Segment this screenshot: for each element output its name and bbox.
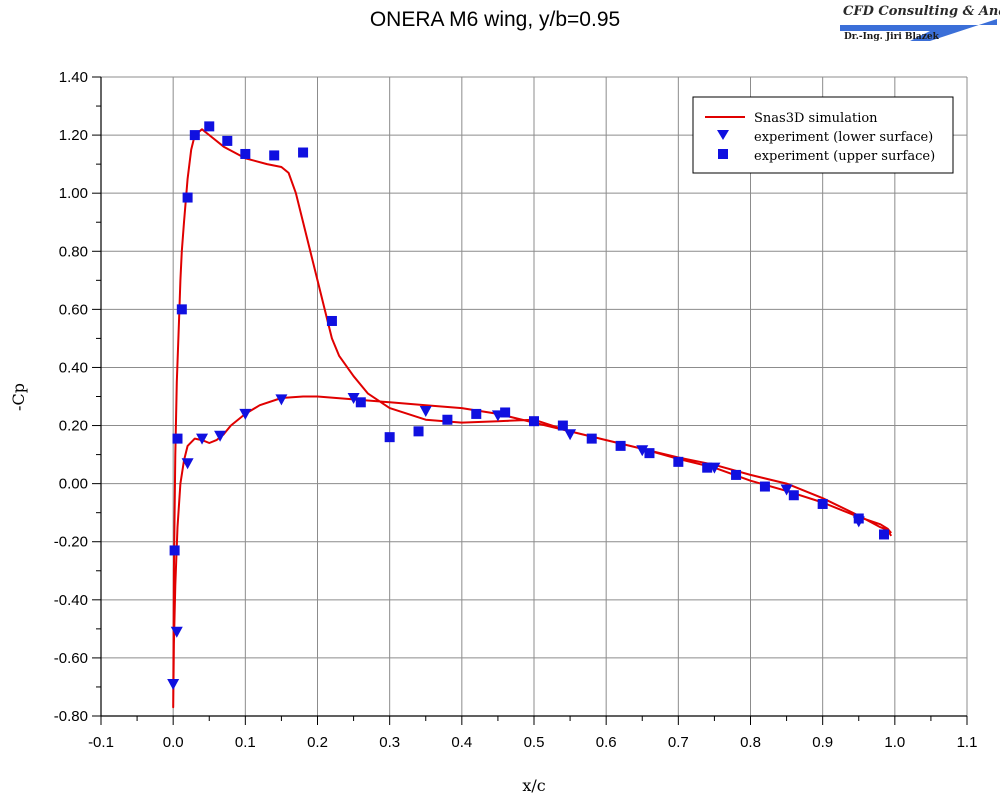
upper-surface-point bbox=[240, 148, 251, 159]
upper-surface-point bbox=[471, 408, 482, 419]
legend-marker-lower bbox=[717, 130, 729, 140]
upper-surface-point bbox=[788, 490, 799, 501]
upper-surface-point bbox=[817, 498, 828, 509]
upper-surface-point bbox=[529, 416, 539, 427]
upper-surface-point bbox=[298, 147, 309, 158]
lower-surface-point bbox=[181, 458, 194, 470]
x-tick-label: 0.4 bbox=[451, 734, 472, 751]
legend-box bbox=[692, 96, 954, 174]
x-axis-label: x/c bbox=[522, 776, 545, 795]
x-tick-label: -0.1 bbox=[88, 734, 114, 751]
upper-surface-point bbox=[615, 440, 626, 451]
upper-surface-point bbox=[442, 414, 453, 425]
y-tick-labels: 1.40 1.20 1.00 0.80 0.60 0.40 0.20 0.00 -0.20 -0.… bbox=[54, 69, 88, 725]
logo-title: CFD Consulting & Analysis bbox=[843, 4, 1000, 19]
lower-surface-point bbox=[239, 408, 252, 420]
upper-surface-point bbox=[169, 545, 180, 556]
upper-surface-point bbox=[731, 469, 742, 480]
lower-surface-point bbox=[170, 626, 183, 638]
logo-subtitle: Dr.-Ing. Jiri Blazek bbox=[844, 32, 940, 42]
x-tick-label: 0.2 bbox=[307, 734, 328, 751]
legend: Snas3D simulation experiment (lower surf… bbox=[692, 96, 954, 174]
logo-swoosh bbox=[840, 19, 997, 41]
logo: CFD Consulting & Analysis Dr.-Ing. Jiri … bbox=[840, 4, 1000, 42]
legend-label-simulation: Snas3D simulation bbox=[754, 111, 878, 126]
upper-surface-point bbox=[182, 192, 193, 203]
x-tick-label: 0.0 bbox=[163, 734, 184, 751]
upper-surface-point bbox=[222, 135, 233, 146]
upper-surface-point bbox=[269, 150, 280, 161]
x-tick-label: 0.1 bbox=[235, 734, 256, 751]
y-tick-label: 0.60 bbox=[59, 301, 88, 318]
upper-surface-point bbox=[586, 433, 597, 444]
axes bbox=[92, 76, 968, 725]
upper-surface-point bbox=[500, 407, 511, 418]
upper-surface-point bbox=[355, 397, 366, 408]
upper-surface-point bbox=[326, 315, 337, 326]
lower-surface-point bbox=[636, 445, 649, 457]
y-tick-label: 1.00 bbox=[59, 185, 88, 202]
upper-surface-point bbox=[759, 481, 770, 492]
lower-surface-point bbox=[780, 484, 793, 496]
upper-surface-point bbox=[384, 432, 395, 443]
x-tick-label: 0.8 bbox=[740, 734, 761, 751]
y-tick-label: 0.00 bbox=[59, 476, 88, 493]
y-tick-label: -0.40 bbox=[54, 592, 88, 609]
upper-surface-point bbox=[644, 448, 655, 459]
lower-surface-point bbox=[167, 679, 180, 691]
upper-surface-point bbox=[673, 456, 684, 467]
lower-surface-point bbox=[347, 392, 360, 404]
series-markers bbox=[167, 121, 890, 691]
upper-surface-point bbox=[172, 433, 183, 444]
lower-surface-point bbox=[419, 406, 432, 418]
x-tick-label: 0.7 bbox=[668, 734, 689, 751]
lower-surface-point bbox=[214, 430, 227, 442]
y-tick-label: -0.60 bbox=[54, 650, 88, 667]
x-tick-label: 1.1 bbox=[957, 734, 978, 751]
upper-surface-point bbox=[879, 529, 890, 540]
chart-title: ONERA M6 wing, y/b=0.95 bbox=[370, 8, 620, 31]
upper-surface-point bbox=[176, 304, 187, 315]
y-tick-label: 1.40 bbox=[59, 69, 88, 86]
lower-surface-point bbox=[564, 429, 577, 441]
y-tick-label: -0.20 bbox=[54, 534, 88, 551]
x-tick-label: 0.9 bbox=[812, 734, 833, 751]
y-tick-label: -0.80 bbox=[54, 708, 88, 725]
upper-surface-point bbox=[702, 462, 713, 473]
legend-label-lower: experiment (lower surface) bbox=[754, 130, 933, 145]
upper-surface-point bbox=[413, 426, 424, 437]
x-tick-labels: -0.1 0.0 0.1 0.2 0.3 0.4 0.5 0.6 0.7 0.8 0.9 1.0 1.1 bbox=[88, 734, 977, 751]
y-tick-label: 0.80 bbox=[59, 243, 88, 260]
y-tick-label: 0.40 bbox=[59, 359, 88, 376]
legend-marker-upper bbox=[718, 149, 728, 159]
legend-label-upper: experiment (upper surface) bbox=[754, 149, 935, 164]
x-tick-label: 1.0 bbox=[884, 734, 905, 751]
lower-surface-point bbox=[196, 433, 209, 445]
y-tick-label: 1.20 bbox=[59, 127, 88, 144]
lower-surface-point bbox=[275, 394, 288, 406]
y-axis-label: -Cp bbox=[9, 383, 28, 411]
x-tick-label: 0.5 bbox=[524, 734, 545, 751]
upper-surface-point bbox=[557, 420, 568, 431]
upper-surface-point bbox=[853, 513, 864, 524]
upper-surface-point bbox=[189, 130, 200, 141]
y-tick-label: 0.20 bbox=[59, 418, 88, 435]
upper-surface-point bbox=[204, 121, 215, 132]
x-tick-label: 0.6 bbox=[596, 734, 617, 751]
x-tick-label: 0.3 bbox=[379, 734, 400, 751]
